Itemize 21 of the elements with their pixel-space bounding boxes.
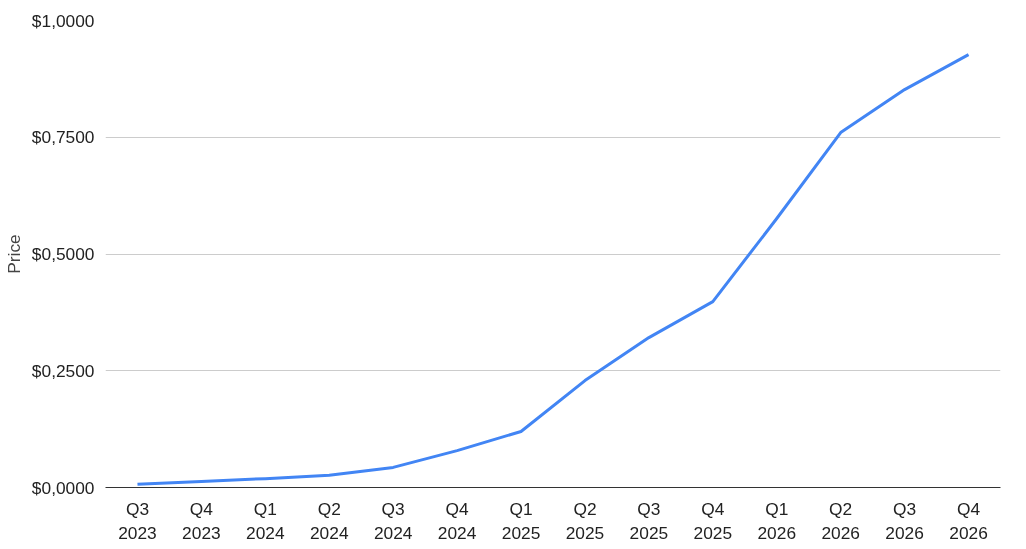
x-tick-label: Q3 2025 (629, 498, 669, 543)
x-tick-label: Q4 2023 (182, 498, 221, 543)
x-tick-label: Q3 2023 (118, 498, 157, 543)
y-tick-label: $0,5000 (31, 244, 95, 264)
x-tick-label: Q1 2025 (501, 498, 541, 543)
x-tick-label: Q3 2024 (373, 498, 413, 543)
x-tick-label: Q3 2026 (885, 498, 924, 543)
y-tick-label: $0,7500 (31, 127, 95, 148)
line-series (135, 53, 971, 486)
x-tick-label: Q4 2025 (693, 498, 733, 543)
x-tick-label: Q4 2026 (949, 498, 988, 543)
x-tick-label: Q2 2025 (565, 498, 605, 543)
y-axis-title: Price (3, 234, 24, 274)
x-tick-label: Q2 2026 (821, 498, 860, 543)
y-tick-label: $1,0000 (31, 10, 95, 31)
x-tick-label: Q1 2026 (757, 498, 797, 543)
y-tick-label: $0,0000 (31, 477, 95, 498)
x-tick-label: Q4 2024 (437, 498, 477, 543)
y-tick-label: $0,2500 (31, 360, 95, 381)
x-tick-label: Q2 2024 (309, 498, 349, 543)
x-tick-label: Q1 2024 (246, 498, 285, 543)
